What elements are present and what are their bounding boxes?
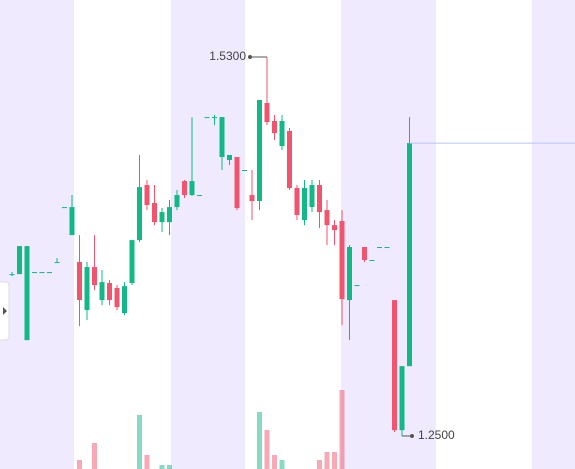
candle-body bbox=[332, 225, 337, 231]
candle-body bbox=[407, 143, 412, 367]
volume-bar bbox=[317, 460, 322, 469]
candle-body bbox=[144, 185, 150, 206]
candle-body bbox=[159, 212, 165, 223]
candle-body bbox=[197, 195, 202, 197]
candle-body bbox=[347, 247, 352, 301]
volume-bar bbox=[257, 412, 262, 469]
session-band bbox=[532, 0, 575, 469]
candle-body bbox=[24, 246, 30, 341]
candle-body bbox=[392, 300, 397, 431]
volume-bar bbox=[324, 452, 330, 469]
candle-body bbox=[99, 282, 105, 301]
candle-body bbox=[92, 267, 97, 286]
volume-bar bbox=[159, 465, 165, 469]
candle-body bbox=[84, 267, 90, 311]
candle-body bbox=[272, 121, 277, 134]
candle-body bbox=[362, 247, 367, 261]
candle-body bbox=[384, 247, 390, 249]
candle-body bbox=[354, 285, 360, 287]
candle-body bbox=[69, 207, 75, 236]
candle-body bbox=[287, 131, 292, 189]
side-tab[interactable] bbox=[0, 281, 10, 341]
candle-body bbox=[77, 262, 82, 301]
min-label: 1.2500 bbox=[418, 428, 455, 442]
volume-bar bbox=[167, 465, 172, 469]
max-dot bbox=[248, 54, 252, 59]
candle-body bbox=[377, 247, 382, 249]
candle-body bbox=[182, 181, 187, 196]
candle-body bbox=[107, 283, 112, 301]
candle-body bbox=[257, 100, 262, 201]
side-tab-arrow[interactable] bbox=[3, 307, 7, 315]
candle-body bbox=[122, 286, 127, 314]
candle-body bbox=[264, 103, 270, 123]
volume-bar bbox=[144, 455, 150, 469]
candle-body bbox=[234, 157, 240, 209]
candle-body bbox=[242, 170, 247, 172]
volume-bar bbox=[332, 452, 337, 469]
candle-body bbox=[317, 185, 322, 213]
candle-body bbox=[152, 203, 157, 223]
candle-body bbox=[309, 185, 315, 208]
volume-bar bbox=[137, 415, 142, 469]
candle-body bbox=[212, 117, 217, 119]
candle-body bbox=[137, 187, 142, 241]
candle-body bbox=[294, 188, 300, 216]
volume-bar bbox=[77, 460, 82, 469]
candle-body bbox=[129, 240, 135, 284]
volume-bar bbox=[279, 460, 285, 469]
candle-body bbox=[167, 207, 172, 223]
candle-body bbox=[9, 274, 15, 276]
candle-body bbox=[54, 262, 60, 264]
session-band bbox=[341, 0, 436, 469]
volume-bar bbox=[272, 455, 277, 469]
candle-body bbox=[47, 272, 52, 274]
min-dot bbox=[410, 433, 414, 438]
session-band bbox=[0, 0, 74, 469]
candle-body bbox=[302, 188, 307, 221]
candle-body bbox=[369, 260, 375, 262]
candle-body bbox=[17, 246, 22, 275]
candle-body bbox=[399, 366, 405, 431]
candle-body bbox=[219, 117, 225, 158]
candle-body bbox=[174, 195, 180, 208]
candle-body bbox=[114, 288, 120, 308]
candle-body bbox=[189, 181, 195, 196]
candle-body bbox=[249, 195, 255, 201]
volume-bar bbox=[339, 390, 345, 469]
candle-body bbox=[227, 154, 232, 160]
candle-body bbox=[39, 272, 45, 274]
volume-bar bbox=[92, 443, 97, 469]
candle-body bbox=[32, 272, 37, 274]
candle-body bbox=[324, 210, 330, 226]
candle-body bbox=[279, 121, 285, 147]
max-label: 1.5300 bbox=[209, 49, 246, 63]
candle-body bbox=[62, 207, 67, 209]
volume-bar bbox=[264, 430, 270, 469]
session-band bbox=[171, 0, 245, 469]
candle-body bbox=[204, 117, 210, 119]
candle-body bbox=[339, 221, 345, 300]
